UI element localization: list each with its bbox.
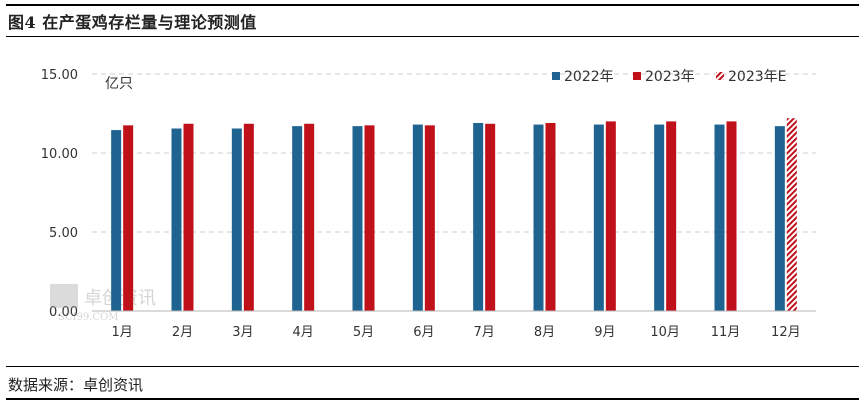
y-tick-label: 5.00 (49, 226, 78, 241)
bar-2022 (714, 124, 725, 311)
x-tick-label: 7月 (474, 325, 495, 340)
bar-2023 (424, 125, 435, 311)
title-rule (6, 36, 859, 37)
x-axis-ticks: 1月 2月 3月 4月 5月 6月 7月 8月 9月 10月 11月 12月 (112, 325, 801, 340)
watermark: 卓创资讯 SCI99.COM (50, 284, 156, 323)
end-rule (6, 398, 859, 400)
x-tick-label: 9月 (594, 325, 615, 340)
bar-2023 (364, 125, 375, 311)
watermark-logo-icon (50, 284, 78, 308)
legend-swatch (716, 72, 724, 80)
bar-2022 (473, 122, 484, 311)
x-tick-label: 4月 (293, 325, 314, 340)
bar-2022 (593, 124, 604, 311)
x-tick-label: 6月 (413, 325, 434, 340)
bar-2022 (774, 126, 785, 311)
bar-2023 (183, 123, 194, 312)
bar-2023 (123, 125, 134, 311)
data-source: 数据来源：卓创资讯 (8, 376, 144, 394)
legend-label: 2023年E (728, 69, 786, 85)
bar-2023 (304, 123, 315, 312)
x-tick-label: 8月 (534, 325, 555, 340)
x-tick-label: 10月 (650, 325, 680, 340)
bar-2022 (412, 124, 423, 311)
bar-2023 (726, 121, 737, 312)
y-axis-ticks: 0.00 5.00 10.00 15.00 (41, 68, 78, 320)
bar-2022 (292, 126, 303, 311)
bar-2022 (231, 128, 242, 311)
bar-2023 (243, 123, 254, 312)
bars (111, 118, 797, 312)
y-axis-unit-label: 亿只 (105, 76, 133, 92)
bar-2023 (666, 121, 677, 312)
legend: 2022年 2023年 2023年E (552, 69, 786, 85)
bar-2022 (352, 126, 363, 311)
legend-swatch (552, 72, 560, 80)
bar-2023e (786, 118, 797, 312)
bottom-rule (6, 366, 859, 367)
top-rule (6, 4, 859, 6)
bar-2022 (533, 124, 544, 311)
watermark-subtext: SCI99.COM (58, 312, 118, 323)
x-tick-label: 3月 (232, 325, 253, 340)
grid-lines (92, 73, 816, 233)
bar-2023 (605, 121, 616, 312)
bar-2023 (545, 122, 556, 311)
bar-2022 (654, 124, 665, 311)
x-tick-label: 2月 (172, 325, 193, 340)
bar-2022 (111, 130, 122, 311)
y-tick-label: 15.00 (41, 68, 78, 83)
x-tick-label: 5月 (353, 325, 374, 340)
y-tick-label: 0.00 (49, 305, 78, 320)
x-tick-label: 1月 (112, 325, 133, 340)
y-tick-label: 10.00 (41, 147, 78, 162)
bar-2022 (171, 128, 182, 311)
legend-label: 2023年 (645, 69, 695, 85)
x-tick-label: 12月 (771, 325, 801, 340)
legend-label: 2022年 (564, 69, 614, 85)
figure-title: 图4 在产蛋鸡存栏量与理论预测值 (8, 13, 257, 32)
bar-2023 (485, 123, 496, 312)
legend-swatch (633, 72, 641, 80)
x-tick-label: 11月 (711, 325, 741, 340)
